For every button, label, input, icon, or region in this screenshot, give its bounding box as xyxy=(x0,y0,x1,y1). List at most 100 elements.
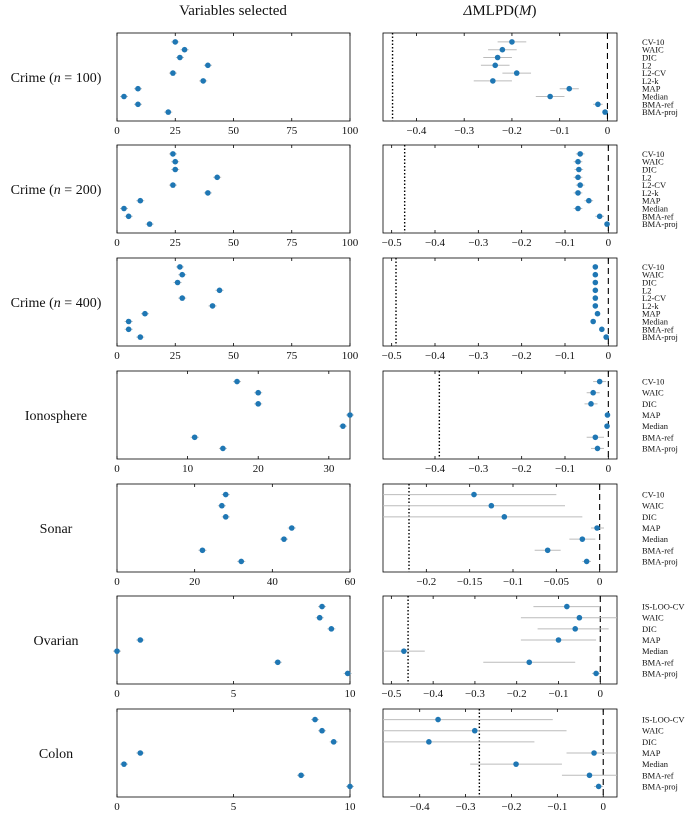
left-point xyxy=(121,205,127,212)
right-point xyxy=(564,603,570,610)
panels-group: Crime (n = 100)0 25 50 75 100 −0.4 −0.3 −0.2 −0.… xyxy=(11,32,685,813)
method-label: Median xyxy=(642,646,669,656)
method-label: WAIC xyxy=(642,613,664,623)
right-point xyxy=(513,70,520,76)
right-tick-label: −0.1 xyxy=(547,801,567,813)
right-point xyxy=(592,434,599,441)
method-label: BMA-proj xyxy=(642,668,678,678)
right-point xyxy=(501,514,508,520)
left-point xyxy=(238,558,245,565)
method-label: MAP xyxy=(642,309,661,319)
right-tick-label: 0 xyxy=(606,237,612,249)
method-label: Median xyxy=(642,759,669,769)
row-label-n: n xyxy=(54,71,61,86)
row-label-3: Ionosphere xyxy=(25,409,87,424)
left-tick-label: 5 xyxy=(231,688,237,700)
method-label: WAIC xyxy=(642,726,664,736)
method-label: Median xyxy=(642,92,669,102)
right-point xyxy=(575,190,581,196)
row-label-rest: = 400) xyxy=(61,296,102,311)
left-point xyxy=(177,264,183,270)
left-tick-label: 60 xyxy=(345,576,357,588)
method-label: Median xyxy=(642,317,669,327)
right-point xyxy=(595,101,601,108)
method-label: BMA-ref xyxy=(642,432,674,442)
right-tick-label: −0.1 xyxy=(555,237,575,249)
left-point xyxy=(255,389,262,396)
left-point xyxy=(121,93,127,100)
left-tick-label: 5 xyxy=(231,801,237,813)
method-label: BMA-proj xyxy=(642,443,678,453)
left-tick-label: 20 xyxy=(253,463,265,475)
row-label-2: Crime (n = 400) xyxy=(11,296,102,311)
right-point xyxy=(592,295,599,301)
left-point xyxy=(125,326,132,333)
right-panel-frame-2 xyxy=(382,257,618,347)
left-point xyxy=(214,174,220,181)
left-point xyxy=(319,603,325,610)
left-panel-frame-0 xyxy=(116,32,351,122)
right-point xyxy=(555,637,562,643)
left-tick-label: 25 xyxy=(170,125,182,137)
left-tick-label: 100 xyxy=(342,125,359,137)
right-tick-label: 0 xyxy=(598,688,604,700)
row-label-rest: = 100) xyxy=(61,71,102,86)
right-point xyxy=(547,93,553,100)
left-point xyxy=(137,750,144,756)
left-point xyxy=(330,739,337,745)
right-point xyxy=(576,166,582,173)
left-point xyxy=(205,62,211,69)
method-label: L2-CV xyxy=(642,68,667,78)
right-tick-label: −0.2 xyxy=(416,576,436,588)
title-close: ) xyxy=(531,3,536,19)
left-panel-frame-2 xyxy=(116,257,351,347)
left-point xyxy=(199,547,206,554)
right-tick-label: −0.4 xyxy=(425,350,445,362)
left-tick-label: 50 xyxy=(228,237,240,249)
right-point xyxy=(513,761,519,767)
method-label: DIC xyxy=(642,624,657,634)
method-label: BMA-proj xyxy=(642,556,678,566)
left-tick-label: 10 xyxy=(182,463,194,475)
right-panel-frame-3 xyxy=(382,370,618,460)
title-delta-symbol: Δ xyxy=(463,3,473,19)
method-label: BMA-proj xyxy=(642,219,678,229)
method-label: CV-10 xyxy=(642,37,664,47)
right-tick-label: −0.2 xyxy=(502,125,522,137)
title-var-m: M xyxy=(518,3,533,19)
left-tick-label: 0 xyxy=(114,125,120,137)
left-tick-label: 0 xyxy=(114,688,120,700)
left-point xyxy=(340,423,346,429)
method-label: MAP xyxy=(642,84,661,94)
right-tick-label: 0 xyxy=(605,125,611,137)
left-panel-frame-4 xyxy=(116,483,351,573)
row-label-text: Crime ( xyxy=(11,71,54,86)
right-point xyxy=(604,412,611,418)
left-point xyxy=(200,78,207,84)
left-tick-label: 20 xyxy=(189,576,201,588)
left-tick-label: 0 xyxy=(114,463,120,475)
row-label-4: Sonar xyxy=(40,522,73,537)
right-tick-label: −0.3 xyxy=(454,125,474,137)
right-point xyxy=(526,659,533,666)
right-tick-label: −0.3 xyxy=(468,463,488,475)
method-label: CV-10 xyxy=(642,377,664,387)
right-point xyxy=(592,264,599,270)
right-tick-label: −0.1 xyxy=(550,125,570,137)
left-tick-label: 10 xyxy=(345,801,357,813)
row-label-text: Crime ( xyxy=(11,296,54,311)
right-tick-label: −0.4 xyxy=(425,237,445,249)
left-point xyxy=(312,716,318,723)
right-point xyxy=(591,750,597,756)
right-point xyxy=(592,279,599,286)
method-label: WAIC xyxy=(642,388,664,398)
left-point xyxy=(220,445,226,452)
right-point xyxy=(592,287,599,294)
right-point xyxy=(583,558,590,565)
right-tick-label: −0.2 xyxy=(507,688,527,700)
right-point xyxy=(586,772,593,779)
right-tick-label: −0.2 xyxy=(512,350,532,362)
method-label: BMA-ref xyxy=(642,657,674,667)
